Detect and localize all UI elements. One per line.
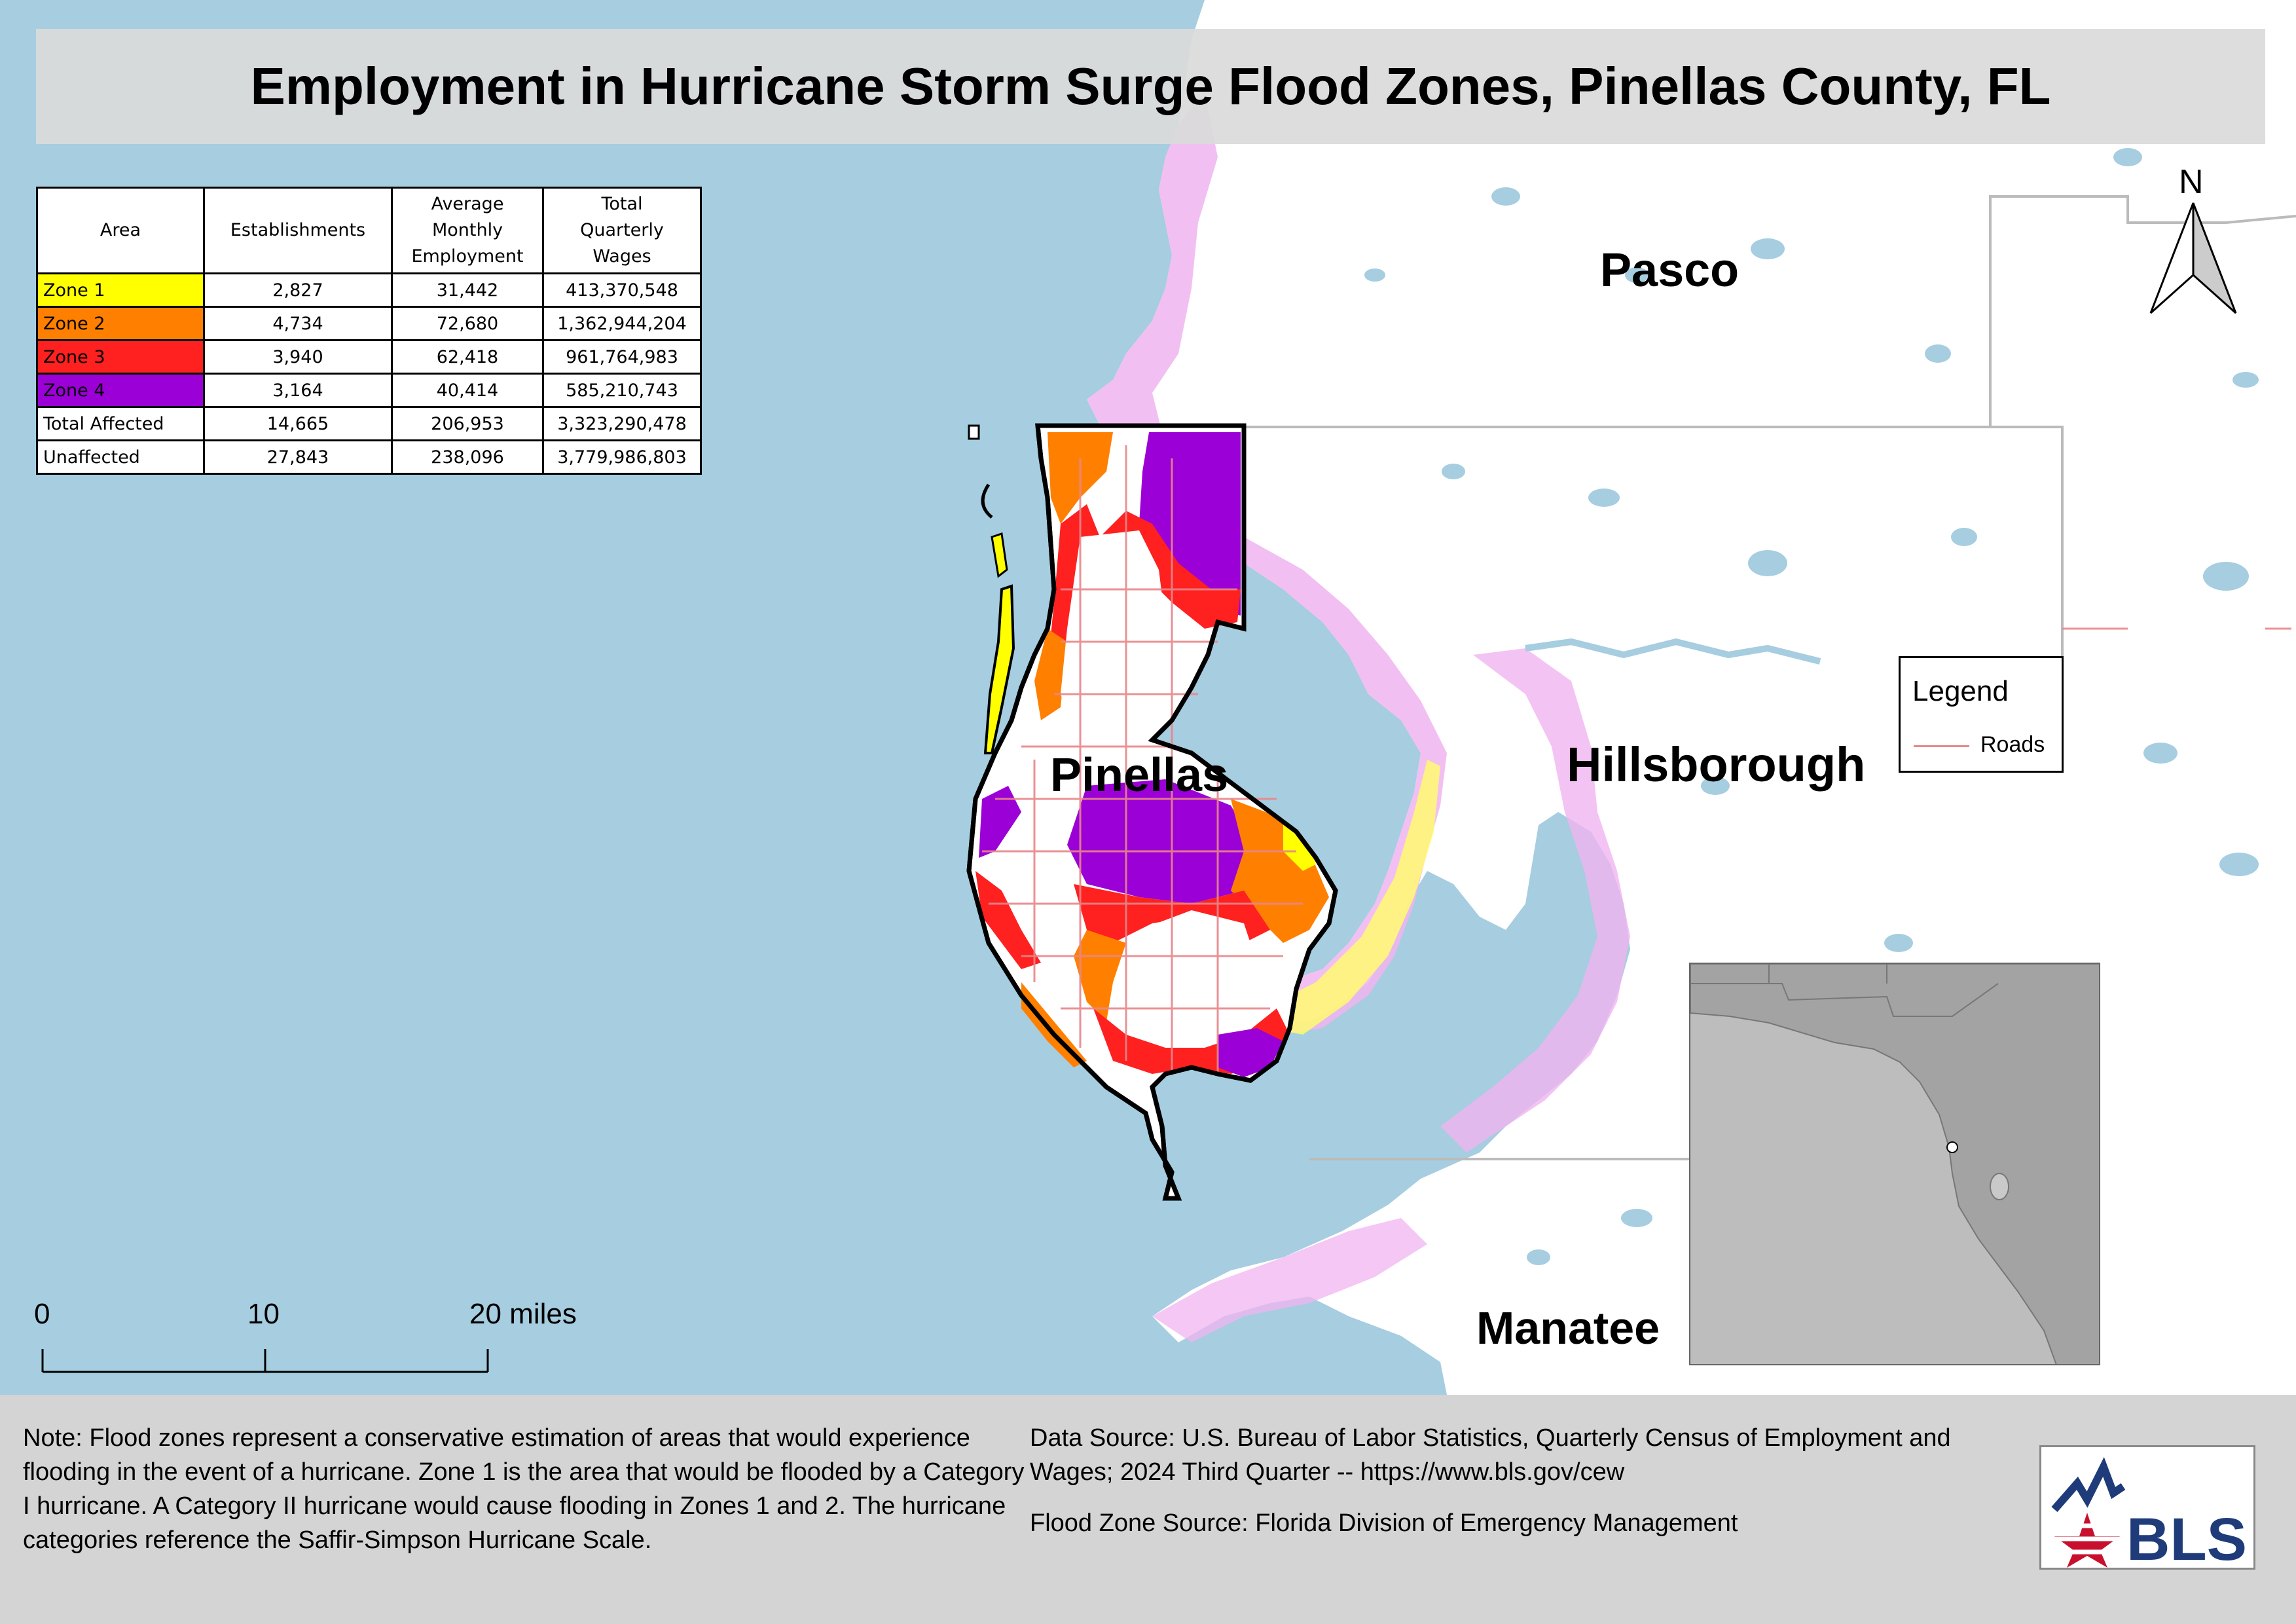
cell-area: Zone 1 <box>36 272 205 308</box>
inset-map-florida <box>1689 963 2100 1365</box>
scale-bar <box>41 1349 489 1373</box>
cell-employment: 72,680 <box>391 306 544 341</box>
legend-roads-swatch <box>1914 745 1969 747</box>
cell-wages: 1,362,944,204 <box>542 306 702 341</box>
cell-wages: 961,764,983 <box>542 339 702 375</box>
lakes <box>1364 148 2259 1265</box>
cell-employment: 62,418 <box>391 339 544 375</box>
cell-establishments: 2,827 <box>203 272 393 308</box>
header-establishments: Establishments <box>203 187 393 274</box>
title-banner: Employment in Hurricane Storm Surge Floo… <box>36 29 2265 144</box>
cell-area: Zone 2 <box>36 306 205 341</box>
cell-employment: 31,442 <box>391 272 544 308</box>
cell-area: Zone 4 <box>36 373 205 408</box>
table-row: Total Affected 14,665 206,953 3,323,290,478 <box>36 406 702 441</box>
inset-map-graphic <box>1690 964 2099 1364</box>
header-wages: Total Quarterly Wages <box>542 187 702 274</box>
employment-table: Area Establishments Average Monthly Empl… <box>36 187 702 475</box>
footer-note: Note: Flood zones represent a conservati… <box>23 1424 1025 1554</box>
bls-star-icon <box>2051 1457 2133 1568</box>
small-island <box>981 483 993 519</box>
table-body: Zone 1 2,827 31,442 413,370,548 Zone 2 4,734 7… <box>36 272 702 475</box>
barrier-island <box>983 584 1015 754</box>
north-arrow-icon <box>2149 202 2237 314</box>
cell-establishments: 14,665 <box>203 406 393 441</box>
cell-employment: 238,096 <box>391 439 544 475</box>
map-legend: Legend Roads <box>1899 656 2064 773</box>
river <box>1525 638 1821 665</box>
header-area: Area <box>36 187 205 274</box>
cell-establishments: 4,734 <box>203 306 393 341</box>
table-header-row: Area Establishments Average Monthly Empl… <box>36 187 702 274</box>
pinellas-highland-north <box>1061 530 1165 740</box>
cell-area: Total Affected <box>36 406 205 441</box>
table-row: Zone 1 2,827 31,442 413,370,548 <box>36 272 702 308</box>
cell-establishments: 27,843 <box>203 439 393 475</box>
bls-logo-graphic: BLS <box>2051 1457 2247 1573</box>
footer-data-source: Data Source: U.S. Bureau of Labor Statis… <box>1030 1424 1951 1486</box>
label-north: N <box>2179 163 2204 201</box>
cell-wages: 413,370,548 <box>542 272 702 308</box>
cell-wages: 3,323,290,478 <box>542 406 702 441</box>
manatee-fringe <box>1152 1218 1427 1342</box>
header-employment: Average Monthly Employment <box>391 187 544 274</box>
cell-wages: 3,779,986,803 <box>542 439 702 475</box>
scale-tick-0: 0 <box>34 1298 50 1330</box>
cell-wages: 585,210,743 <box>542 373 702 408</box>
cell-employment: 206,953 <box>391 406 544 441</box>
label-pinellas: Pinellas <box>1050 749 1229 802</box>
table-row: Unaffected 27,843 238,096 3,779,986,803 <box>36 439 702 475</box>
cell-employment: 40,414 <box>391 373 544 408</box>
cell-area: Zone 3 <box>36 339 205 375</box>
cell-establishments: 3,164 <box>203 373 393 408</box>
legend-roads-label: Roads <box>1980 732 2045 757</box>
map-title: Employment in Hurricane Storm Surge Floo… <box>250 57 2051 115</box>
cell-establishments: 3,940 <box>203 339 393 375</box>
table-row: Zone 2 4,734 72,680 1,362,944,204 <box>36 306 702 341</box>
table-row: Zone 4 3,164 40,414 585,210,743 <box>36 373 702 408</box>
bls-logo-text: BLS <box>2126 1506 2247 1568</box>
legend-title: Legend <box>1912 675 2009 707</box>
pinellas-outline <box>966 423 1338 1201</box>
pinellas-highland-south <box>1120 910 1257 1022</box>
roads <box>982 445 2291 1074</box>
label-manatee: Manatee <box>1476 1302 1660 1354</box>
label-hillsborough: Hillsborough <box>1567 737 1866 792</box>
scale-tick-10: 10 <box>247 1298 280 1330</box>
small-island <box>968 424 980 440</box>
hillsborough-bay-fringe <box>1440 648 1630 1153</box>
footer-panel <box>0 1395 2296 1624</box>
table-row: Zone 3 3,940 62,418 961,764,983 <box>36 339 702 375</box>
scale-tick-20: 20 miles <box>469 1298 577 1330</box>
cell-area: Unaffected <box>36 439 205 475</box>
label-pasco: Pasco <box>1600 244 1740 297</box>
barrier-island-small <box>991 532 1008 578</box>
mainland-flood-fringe <box>1087 92 1447 1035</box>
footer-flood-source: Flood Zone Source: Florida Division of E… <box>1030 1509 1738 1537</box>
bls-logo: BLS <box>2039 1445 2255 1573</box>
